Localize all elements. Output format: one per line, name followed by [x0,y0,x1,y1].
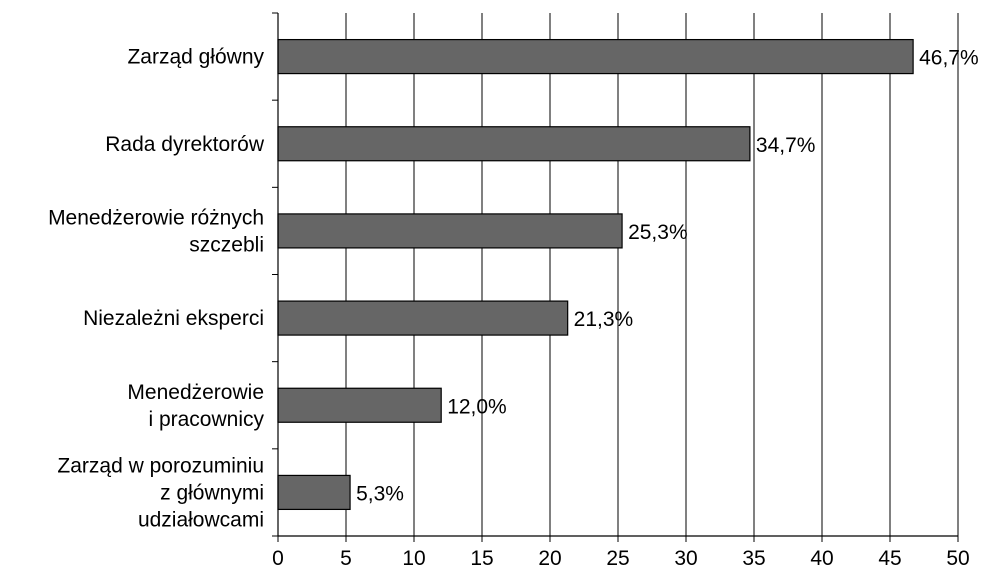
x-tick-label: 50 [946,547,969,570]
category-label-line: z głównymi [160,481,264,504]
category-label: Rada dyrektorów [105,133,265,156]
bar [277,387,442,423]
category-label-line: Zarząd w porozuminiu [57,454,264,477]
x-tick-label: 35 [742,547,765,570]
x-tick-label: 45 [878,547,901,570]
category-label-line: Menedżerowie różnych [48,206,264,229]
category-label-line: Menedżerowie [127,381,264,404]
category-label-line: Rada dyrektorów [105,133,265,156]
category-label: Zarząd w porozuminiu z głównymi udziałowca… [57,454,264,531]
bar-value-label: 46,7% [919,47,979,70]
bar [277,126,751,162]
x-tick-label: 10 [402,547,425,570]
bars-layer [277,38,914,511]
bar-value-label: 12,0% [447,395,507,418]
bar-value-label: 5,3% [356,482,404,505]
bar-value-label: 34,7% [756,134,816,157]
category-label-line: szczebli [189,233,264,256]
x-tick-label: 15 [470,547,493,570]
x-tick-label: 25 [606,547,629,570]
x-tick-label: 20 [538,547,561,570]
bar [277,38,914,75]
category-label-line: udziałowcami [138,508,264,531]
axis-layer: 0 5 10 15 20 25 30 35 40 45 50 [272,12,970,570]
labels-layer: 46,7% Zarząd główny 34,7% Rada dyrektorów 25… [48,46,979,532]
bar [277,474,351,511]
bar-value-label: 25,3% [628,221,688,244]
category-label: Menedżerowie różnych szczebli [48,206,264,256]
x-tick-label: 30 [674,547,697,570]
x-tick-label: 5 [340,547,352,570]
category-label: Menedżerowie i pracownicy [127,381,264,431]
bar-value-label: 21,3% [574,308,634,331]
bar [277,213,623,249]
category-label-line: Zarząd główny [127,46,264,69]
x-tick-label: 0 [272,547,284,570]
x-tick-label: 40 [810,547,833,570]
category-label: Niezależni eksperci [83,307,264,330]
category-label-line: i pracownicy [148,408,264,431]
category-label: Zarząd główny [127,46,264,69]
grid-layer [345,13,959,536]
category-label-line: Niezależni eksperci [83,307,264,330]
bar [277,300,569,336]
